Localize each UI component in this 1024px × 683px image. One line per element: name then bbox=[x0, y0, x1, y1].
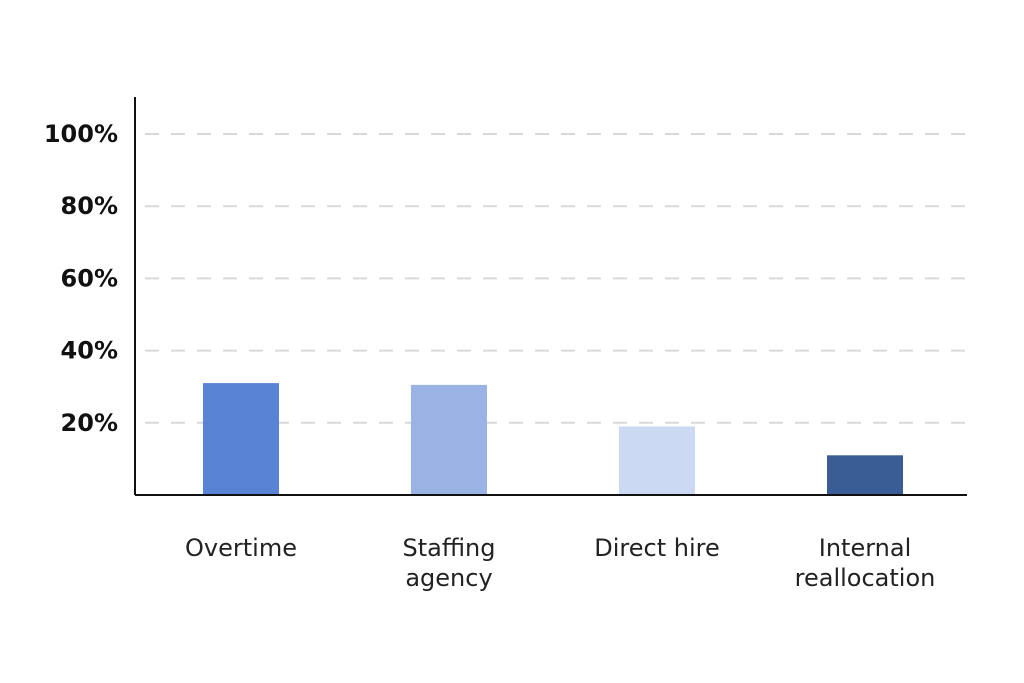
x-category-label: Internal reallocation bbox=[795, 534, 936, 592]
y-tick-label: 20% bbox=[61, 409, 118, 437]
x-category-label: Staffing agency bbox=[403, 534, 496, 592]
x-category-label: Direct hire bbox=[594, 534, 719, 562]
x-category-labels: Overtime Staffing agency Direct hire Interna… bbox=[185, 534, 935, 592]
y-tick-label: 100% bbox=[44, 120, 118, 148]
bars bbox=[203, 383, 903, 495]
y-tick-label: 60% bbox=[61, 264, 118, 292]
bar bbox=[619, 426, 695, 495]
y-tick-label: 40% bbox=[61, 337, 118, 365]
bar bbox=[411, 384, 487, 495]
y-tick-labels: 20% 40% 60% 80% 100% bbox=[44, 120, 118, 437]
gridlines bbox=[145, 133, 967, 424]
y-tick-label: 80% bbox=[61, 192, 118, 220]
bar bbox=[827, 455, 903, 495]
x-category-label: Overtime bbox=[185, 534, 297, 562]
bar bbox=[203, 383, 279, 495]
